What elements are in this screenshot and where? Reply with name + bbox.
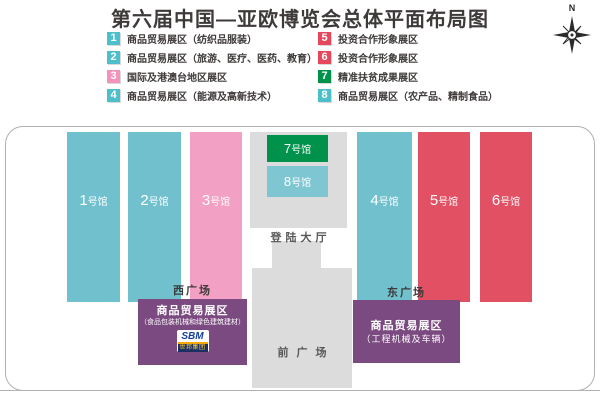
- legend-label: 投资合作形象展区: [338, 35, 418, 46]
- west-plaza-label: 西广场: [173, 285, 212, 297]
- legend-label: 国际及港澳台地区展区: [127, 73, 227, 84]
- legend-label: 商品贸易展区（农产品、精制食品）: [338, 92, 498, 103]
- legend-item: 8 商品贸易展区（农产品、精制食品）: [318, 89, 498, 103]
- hall-label: 8号馆: [284, 173, 311, 191]
- hall-label: 2号馆: [140, 192, 168, 210]
- legend-swatch: 5: [318, 32, 331, 45]
- legend-label: 商品贸易展区（能源及高新技术）: [127, 92, 277, 103]
- legend-item: 6 投资合作形象展区: [318, 51, 498, 65]
- legend-swatch: 7: [318, 70, 331, 83]
- east-plaza-label: 东广场: [387, 287, 426, 299]
- hall-number: 2: [140, 192, 149, 209]
- west-booth-title: 商品贸易展区: [156, 305, 229, 317]
- front-plaza-label: 前广场: [277, 347, 335, 359]
- compass-icon: N: [553, 3, 591, 54]
- legend-swatch: 8: [318, 89, 331, 102]
- legend-num: 3: [110, 70, 117, 82]
- legend-column-right: 5 投资合作形象展区 6 投资合作形象展区 7 精准扶贫成果展区 8 商品贸易展…: [318, 32, 498, 108]
- svg-text:N: N: [569, 3, 576, 13]
- hall-label: 5号馆: [430, 192, 458, 210]
- hall-suffix: 号馆: [291, 144, 312, 156]
- hall-number: 7: [283, 140, 292, 156]
- legend-label: 商品贸易展区（纺织品服装）: [127, 35, 257, 46]
- west-booth-subtitle: （食品包装机械和绿色建筑建材）: [140, 319, 245, 326]
- hall-4: 4号馆: [357, 132, 412, 302]
- legend-column-left: 1 商品贸易展区（纺织品服装） 2 商品贸易展区（旅游、医疗、医药、教育） 3 …: [107, 32, 317, 108]
- west-booth: 商品贸易展区 （食品包装机械和绿色建筑建材） SBM 世邦集团: [138, 299, 247, 365]
- landing-hall-label: 登陆大厅: [270, 232, 331, 244]
- legend-swatch: 4: [107, 89, 120, 102]
- hall-suffix: 号馆: [148, 197, 169, 208]
- legend-num: 7: [321, 70, 328, 82]
- legend-item: 7 精准扶贫成果展区: [318, 70, 498, 84]
- hall-7: 7号馆: [267, 135, 328, 162]
- legend-num: 6: [321, 51, 328, 63]
- hall-suffix: 号馆: [210, 197, 231, 208]
- east-booth-subtitle: （工程机械及车辆）: [361, 333, 452, 344]
- hall-label: 6号馆: [492, 192, 520, 210]
- hall-label: 3号馆: [202, 192, 230, 210]
- hall-number: 4: [370, 192, 379, 209]
- sbm-logo-text: SBM: [177, 331, 208, 344]
- hall-2: 2号馆: [128, 132, 181, 302]
- legend-num: 1: [110, 32, 117, 44]
- hall-number: 3: [201, 192, 211, 209]
- legend-num: 8: [321, 89, 328, 101]
- hall-suffix: 号馆: [500, 197, 521, 208]
- legend-label: 投资合作形象展区: [338, 54, 418, 65]
- hall-label: 4号馆: [370, 192, 398, 210]
- hall-suffix: 号馆: [291, 177, 312, 189]
- hall-3: 3号馆: [190, 132, 242, 302]
- legend-item: 5 投资合作形象展区: [318, 32, 498, 46]
- hall-number: 1: [79, 192, 88, 209]
- sbm-logo: SBM 世邦集团: [176, 330, 209, 352]
- hall-1: 1号馆: [67, 132, 120, 302]
- hall-8: 8号馆: [267, 166, 328, 197]
- sbm-logo-subtext: 世邦集团: [177, 344, 208, 352]
- legend-label: 商品贸易展区（旅游、医疗、医药、教育）: [127, 54, 317, 65]
- legend-swatch: 2: [107, 51, 120, 64]
- east-booth-title: 商品贸易展区: [370, 319, 443, 332]
- legend-swatch: 6: [318, 51, 331, 64]
- hall-label: 1号馆: [79, 192, 107, 210]
- legend-item: 4 商品贸易展区（能源及高新技术）: [107, 89, 317, 103]
- building-corridor: [272, 241, 321, 269]
- hall-number: 8: [283, 173, 292, 189]
- page-title: 第六届中国—亚欧博览会总体平面布局图: [111, 9, 489, 31]
- hall-number: 6: [491, 192, 501, 209]
- east-booth: 商品贸易展区 （工程机械及车辆）: [353, 300, 460, 363]
- hall-number: 5: [429, 192, 439, 209]
- legend-num: 5: [321, 32, 328, 44]
- hall-label: 7号馆: [284, 140, 311, 158]
- front-plaza: 前广场: [252, 268, 352, 388]
- legend-label: 精准扶贫成果展区: [338, 73, 418, 84]
- hall-6: 6号馆: [480, 132, 532, 302]
- legend-swatch: 3: [107, 70, 120, 83]
- legend-num: 2: [110, 51, 117, 63]
- hall-5: 5号馆: [418, 132, 470, 302]
- legend-swatch: 1: [107, 32, 120, 45]
- legend-item: 1 商品贸易展区（纺织品服装）: [107, 32, 317, 46]
- legend-item: 3 国际及港澳台地区展区: [107, 70, 317, 84]
- hall-suffix: 号馆: [87, 197, 108, 208]
- hall-suffix: 号馆: [438, 197, 459, 208]
- map-bottom-border: [0, 390, 600, 391]
- hall-suffix: 号馆: [378, 197, 399, 208]
- legend-item: 2 商品贸易展区（旅游、医疗、医药、教育）: [107, 51, 317, 65]
- legend-num: 4: [110, 89, 117, 101]
